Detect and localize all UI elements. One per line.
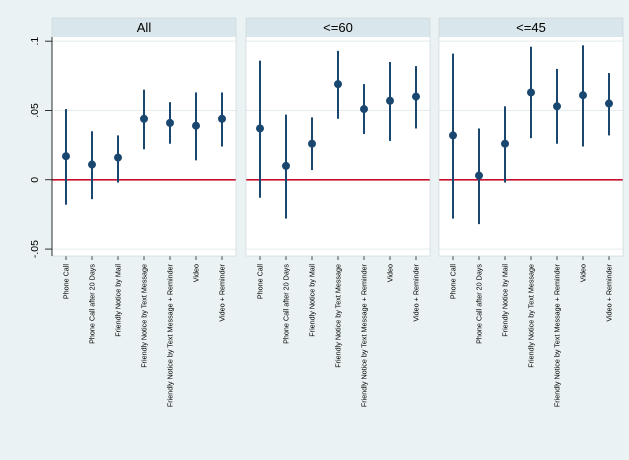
- x-category-label: Phone Call: [449, 264, 458, 300]
- point-estimate: [475, 171, 483, 180]
- point-estimate: [527, 88, 535, 97]
- x-category-label: Video: [386, 264, 395, 282]
- point-estimate: [501, 139, 509, 148]
- x-category-label: Phone Call: [256, 264, 265, 300]
- x-category-label: Phone Call after 20 Days: [475, 264, 484, 344]
- panel-title: <=45: [516, 20, 546, 35]
- point-estimate: [62, 152, 70, 161]
- x-category-label: Friendly Notice by Mail: [501, 264, 510, 337]
- x-category-label: Video + Reminder: [605, 263, 614, 321]
- y-tick-label: -.05: [29, 240, 41, 258]
- y-tick-label: 0: [29, 177, 41, 183]
- x-category-label: Friendly Notice by Text Message: [140, 264, 149, 368]
- panel-strip: [52, 18, 236, 37]
- x-category-label: Video + Reminder: [412, 263, 421, 321]
- point-estimate: [449, 131, 457, 140]
- point-estimate: [256, 124, 264, 133]
- point-estimate: [88, 160, 96, 169]
- panel-strip: [246, 18, 430, 37]
- x-category-label: Phone Call after 20 Days: [88, 264, 97, 344]
- y-tick-label: .1: [29, 37, 41, 46]
- point-estimate: [386, 96, 394, 105]
- point-estimate: [282, 161, 290, 170]
- point-estimate: [166, 118, 174, 127]
- x-category-label: Friendly Notice by Text Message: [334, 264, 343, 368]
- x-category-label: Friendly Notice by Text Message + Remind…: [553, 263, 562, 407]
- point-estimate: [308, 139, 316, 148]
- panel-frame: [245, 17, 431, 257]
- x-category-label: Friendly Notice by Text Message: [527, 264, 536, 368]
- x-category-label: Friendly Notice by Text Message + Remind…: [360, 263, 369, 407]
- x-category-label: Video: [579, 264, 588, 282]
- x-category-label: Friendly Notice by Mail: [114, 264, 123, 337]
- panel-title: <=60: [323, 20, 353, 35]
- x-category-label: Friendly Notice by Mail: [308, 264, 317, 337]
- point-estimate: [579, 91, 587, 100]
- x-category-label: Friendly Notice by Text Message + Remind…: [166, 263, 175, 407]
- panel-frame: [438, 17, 624, 257]
- x-category-label: Video: [192, 264, 201, 282]
- point-estimate: [140, 114, 148, 123]
- point-estimate: [192, 121, 200, 130]
- point-estimate: [605, 99, 613, 108]
- y-tick-label: .05: [29, 103, 41, 118]
- point-estimate: [412, 92, 420, 101]
- panel-strip: [439, 18, 623, 37]
- point-estimate: [553, 102, 561, 111]
- x-category-label: Phone Call: [62, 264, 71, 300]
- x-category-label: Video + Reminder: [218, 263, 227, 321]
- point-estimate: [360, 105, 368, 114]
- point-estimate: [114, 153, 122, 162]
- point-estimate: [218, 114, 226, 123]
- point-estimate: [334, 80, 342, 89]
- panel-title: All: [137, 20, 152, 35]
- x-category-label: Phone Call after 20 Days: [282, 264, 291, 344]
